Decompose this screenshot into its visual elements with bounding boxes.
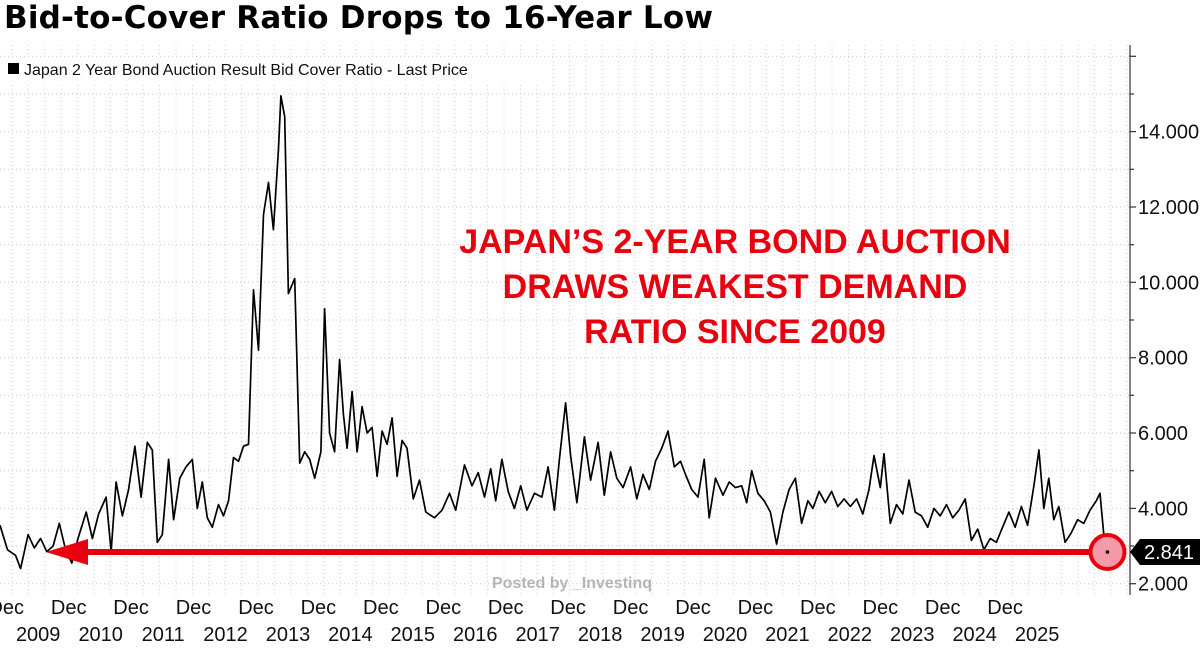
- x-tick-year: 2015: [391, 624, 436, 646]
- y-tick-label: 4.000: [1138, 498, 1188, 520]
- annotation-line-1: JAPAN’S 2-YEAR BOND AUCTION: [459, 223, 1011, 261]
- legend-swatch: [8, 63, 19, 74]
- x-axis: Dec 2009 Dec 2010 Dec 2011 Dec 2012 Dec 2013 Dec 20…: [0, 597, 1059, 646]
- grid: [0, 45, 1130, 595]
- x-tick-year: 2024: [952, 624, 997, 646]
- x-tick-month: Dec: [363, 597, 399, 619]
- x-tick-month: Dec: [113, 597, 149, 619]
- x-tick-year: 2016: [453, 624, 498, 646]
- legend-label: Japan 2 Year Bond Auction Result Bid Cov…: [24, 62, 468, 79]
- x-tick-year: 2023: [890, 624, 935, 646]
- x-tick-month: Dec: [675, 597, 711, 619]
- legend: Japan 2 Year Bond Auction Result Bid Cov…: [2, 57, 547, 83]
- x-tick-month: Dec: [51, 597, 87, 619]
- chart-title: Bid-to-Cover Ratio Drops to 16-Year Low: [4, 0, 714, 36]
- x-tick-month: Dec: [987, 597, 1023, 619]
- x-tick-month: Dec: [925, 597, 961, 619]
- y-axis: 2.000 4.000 6.000 8.000 10.000 12.000 14.000: [1129, 45, 1199, 596]
- x-tick-month: Dec: [863, 597, 899, 619]
- y-tick-label: 6.000: [1138, 423, 1188, 445]
- last-point-dot: [1105, 550, 1110, 554]
- y-tick-label: 8.000: [1138, 348, 1188, 370]
- x-tick-month: Dec: [800, 597, 836, 619]
- legend-box: [2, 57, 547, 83]
- last-value-label: 2.841: [1144, 542, 1194, 564]
- x-tick-year: 2017: [515, 624, 560, 646]
- x-tick-month: Dec: [238, 597, 274, 619]
- x-tick-year: 2020: [703, 624, 748, 646]
- x-tick-month: Dec: [176, 597, 212, 619]
- x-tick-month: Dec: [426, 597, 462, 619]
- x-tick-month: Dec: [488, 597, 524, 619]
- y-tick-label: 2.000: [1138, 574, 1188, 596]
- y-tick-label: 14.000: [1138, 122, 1199, 144]
- annotation: JAPAN’S 2-YEAR BOND AUCTION DRAWS WEAKES…: [459, 223, 1011, 351]
- x-tick-year: 2013: [266, 624, 311, 646]
- series-line: [0, 95, 1109, 570]
- x-tick-month: Dec: [0, 597, 24, 619]
- x-tick-year: 2009: [16, 624, 61, 646]
- watermark: Posted by _Investinq: [492, 575, 652, 592]
- x-tick-year: 2021: [765, 624, 810, 646]
- red-arrow: [46, 533, 1127, 571]
- annotation-line-2: DRAWS WEAKEST DEMAND: [503, 268, 968, 306]
- y-tick-label: 12.000: [1138, 197, 1199, 219]
- y-tick-label: 10.000: [1138, 272, 1199, 294]
- x-tick-year: 2018: [578, 624, 623, 646]
- x-tick-year: 2010: [78, 624, 123, 646]
- x-tick-year: 2019: [640, 624, 685, 646]
- x-tick-year: 2011: [142, 624, 185, 646]
- last-value-tag-shape: [1130, 539, 1200, 565]
- x-tick-month: Dec: [738, 597, 774, 619]
- x-tick-year: 2025: [1015, 624, 1060, 646]
- x-tick-month: Dec: [550, 597, 586, 619]
- x-tick-year: 2022: [828, 624, 873, 646]
- x-tick-year: 2012: [203, 624, 248, 646]
- x-tick-month: Dec: [613, 597, 649, 619]
- x-tick-year: 2014: [328, 624, 373, 646]
- annotation-line-3: RATIO SINCE 2009: [584, 313, 886, 351]
- arrow-head: [46, 539, 88, 565]
- last-value-tag: 2.841: [1130, 539, 1200, 565]
- x-tick-month: Dec: [301, 597, 337, 619]
